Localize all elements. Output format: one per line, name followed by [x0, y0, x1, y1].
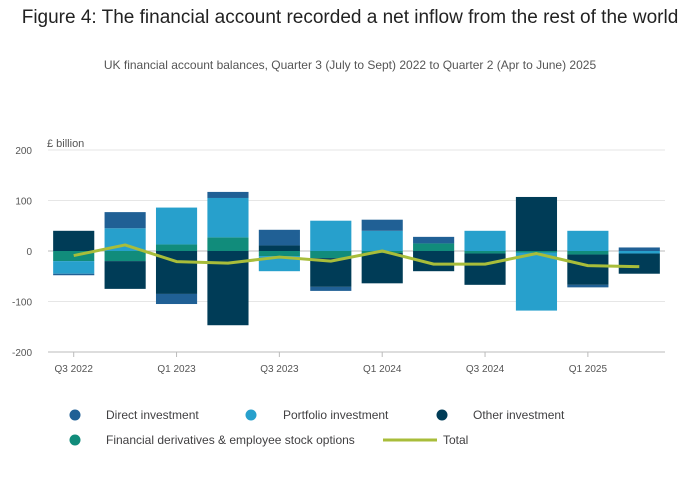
legend-marker: [245, 409, 257, 421]
x-tick-label: Q3 2023: [260, 364, 299, 375]
bar-segment: [53, 251, 95, 262]
legend-label: Financial derivatives & employee stock o…: [106, 433, 355, 447]
bar-segment: [207, 237, 249, 251]
bar-segment: [515, 252, 558, 311]
legend-label: Other investment: [473, 408, 565, 422]
bar-segment: [361, 230, 403, 251]
bar-segment: [207, 191, 249, 198]
y-tick-label: -100: [12, 298, 32, 309]
bar-segment: [567, 251, 609, 255]
y-tick-label: 100: [15, 197, 32, 208]
bar-segment: [515, 196, 558, 251]
bar-segment: [53, 273, 95, 276]
bar-segment: [464, 230, 506, 251]
chart-subtitle: UK financial account balances, Quarter 3…: [103, 58, 597, 72]
x-tick-label: Q1 2025: [569, 364, 608, 375]
x-tick-label: Q3 2024: [466, 364, 505, 375]
legend-label: Portfolio investment: [283, 408, 389, 422]
legend-marker: [436, 409, 448, 421]
bar-segment: [310, 251, 352, 259]
bar-segment: [207, 197, 249, 238]
bar-segment: [310, 220, 352, 251]
bar-segment: [618, 253, 660, 274]
bar-segment: [258, 251, 300, 257]
bar-segment: [618, 247, 660, 251]
bar-segment: [618, 251, 660, 254]
bar-segment: [104, 251, 146, 262]
x-tick-label: Q1 2024: [363, 364, 402, 375]
bar-segment: [361, 219, 403, 231]
y-axis-unit-label: £ billion: [47, 138, 84, 150]
bar-segment: [310, 286, 352, 291]
y-tick-label: 200: [15, 146, 32, 157]
bar-segment: [258, 229, 300, 246]
bar-segment: [53, 261, 95, 274]
x-tick-label: Q3 2022: [55, 364, 94, 375]
bar-segment: [515, 251, 558, 253]
legend-label: Total: [443, 433, 468, 447]
bar-segment: [464, 253, 506, 285]
total-line: [73, 243, 640, 269]
bar-segment: [361, 253, 403, 284]
bar-segment: [413, 243, 455, 251]
bar-segment: [567, 254, 609, 285]
legend-marker: [69, 409, 81, 421]
bar-segment: [258, 256, 300, 272]
bar-segment: [104, 261, 146, 289]
bar-segment: [464, 251, 506, 254]
chart-title: Figure 4: The financial account recorded…: [21, 7, 679, 28]
y-tick-label: 0: [26, 247, 32, 258]
bar-segment: [155, 244, 198, 251]
bar-segment: [155, 293, 198, 305]
bar-segment: [53, 230, 95, 251]
bar-segment: [258, 245, 300, 251]
bar-segment: [567, 284, 609, 288]
legend-label: Direct investment: [106, 408, 199, 422]
bar-segment: [567, 230, 609, 251]
y-tick-label: -200: [12, 348, 32, 359]
bar-segment: [413, 236, 455, 244]
bar-segment: [104, 212, 146, 229]
bar-segment: [155, 207, 198, 245]
bar-segment: [310, 258, 352, 287]
x-tick-label: Q1 2023: [157, 364, 196, 375]
bar-segment: [104, 228, 146, 251]
bar-segment: [413, 251, 455, 272]
legend-marker: [69, 434, 81, 446]
